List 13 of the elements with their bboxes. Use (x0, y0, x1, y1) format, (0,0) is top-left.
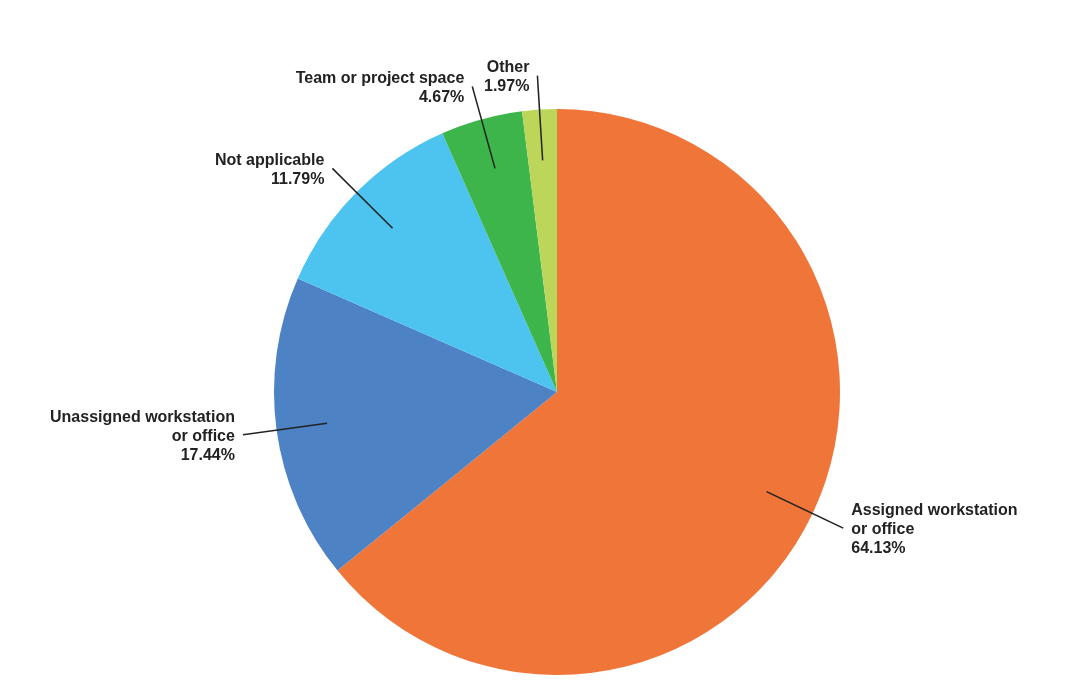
slice-label: Assigned workstation or office (851, 501, 1018, 538)
pie-slice (274, 278, 557, 571)
slice-label: Unassigned workstation or office (50, 407, 236, 444)
slice-label: Other (486, 58, 530, 76)
data-label: 4.67% (418, 88, 465, 106)
slice-label: Not applicable (215, 150, 325, 168)
data-label: 1.97% (484, 77, 530, 95)
data-label: 17.44% (180, 445, 235, 463)
pie-slice (337, 109, 840, 675)
data-label: 11.79% (270, 169, 325, 187)
data-label: 64.13% (851, 539, 906, 557)
slice-label: Team or project space (295, 69, 465, 87)
pie-slice (442, 111, 557, 392)
